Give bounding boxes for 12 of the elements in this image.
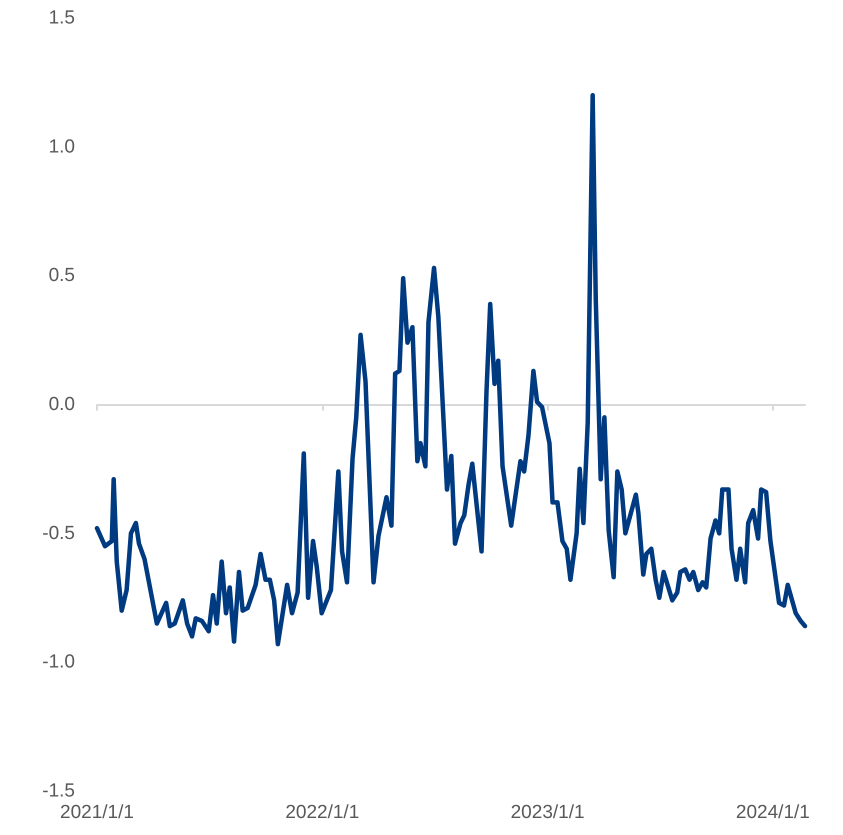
y-tick-label: 1.0 [48, 136, 75, 158]
y-tick-label: -0.5 [42, 522, 75, 544]
y-tick-label: 0.0 [48, 394, 75, 415]
x-tick-label: 2021/1/1 [60, 802, 134, 823]
y-tick-label: -1.5 [42, 780, 75, 802]
x-tick-label: 2023/1/1 [510, 802, 585, 823]
y-tick-label: 0.5 [48, 265, 75, 286]
x-tick-label: 2024/1/1 [736, 802, 810, 823]
y-tick-label: 1.5 [48, 8, 75, 28]
line-series [94, 93, 808, 646]
x-tick-label: 2022/1/1 [285, 802, 360, 823]
y-tick-label: -1.0 [42, 652, 75, 673]
